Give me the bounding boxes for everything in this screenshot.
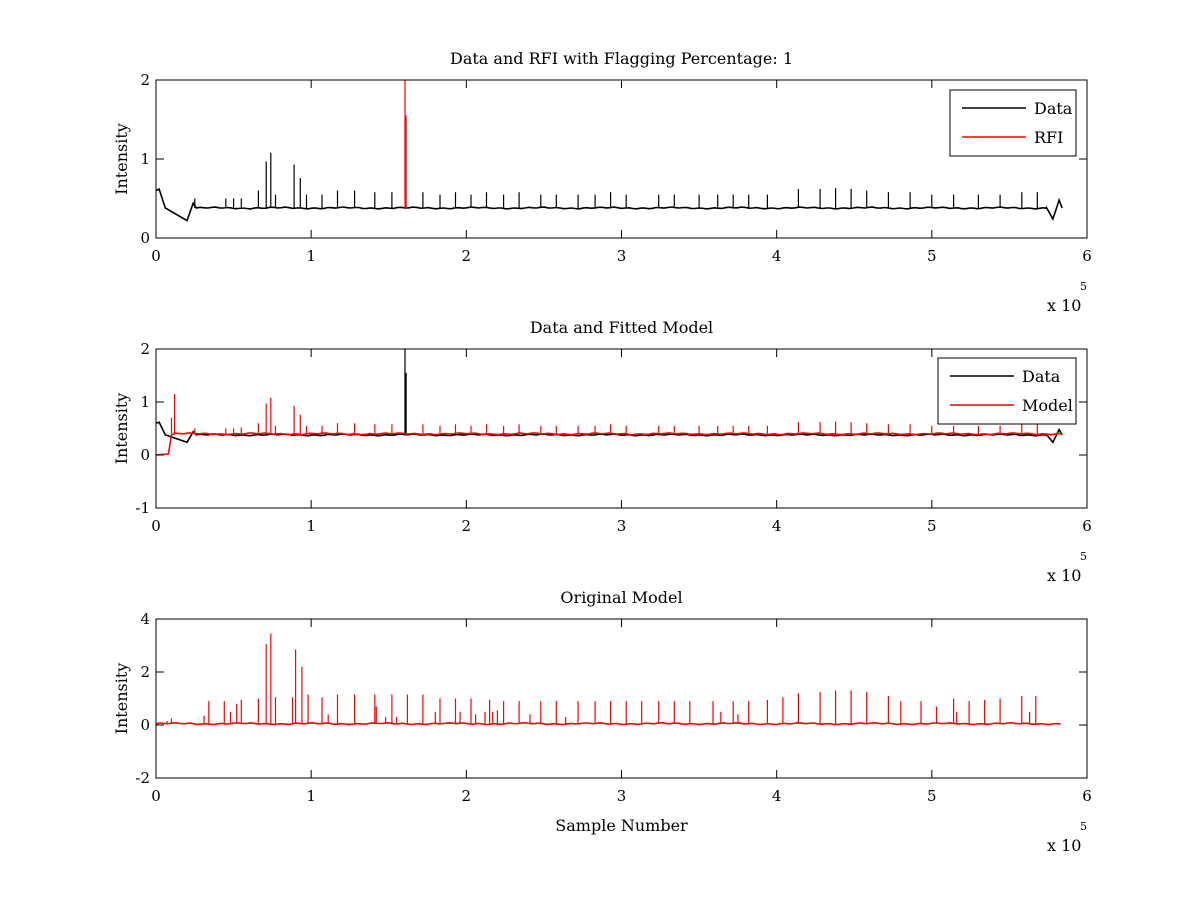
y-axis-label: Intensity [112,123,131,195]
y-tick-label: 0 [140,446,150,464]
x-tick-label: 0 [151,517,161,535]
x-tick-label: 5 [927,247,937,265]
y-tick-label: 0 [140,716,150,734]
x-tick-label: 1 [306,517,316,535]
x-tick-label: 2 [462,517,472,535]
x-tick-label: 3 [617,517,627,535]
legend: Data Model [937,357,1077,425]
series-model-trace-3 [155,633,1061,726]
x-tick-label: 2 [462,247,472,265]
legend-box [949,89,1077,157]
x-tick-label: 3 [617,247,627,265]
series-baseline [155,421,1063,444]
x-tick-label: 0 [151,247,161,265]
legend-label: Model [1022,396,1073,415]
y-axis-label: Intensity [112,663,131,735]
legend-label: Data [1022,367,1061,386]
x-axis-label: Sample Number [555,816,688,835]
x-exponent-base: x 10 [1047,566,1081,585]
legend-box [937,357,1077,425]
x-exponent-base: x 10 [1047,296,1081,315]
y-tick-label: 1 [140,393,150,411]
x-exponent-power: 5 [1080,820,1087,833]
y-tick-label: 4 [140,610,150,628]
series-data-2 [155,349,1063,444]
x-tick-label: 6 [1082,787,1092,805]
x-tick-label: 1 [306,787,316,805]
y-tick-label: -1 [135,499,150,517]
series-model-2 [155,394,1063,456]
x-exponent-base: x 10 [1047,836,1081,855]
x-tick-label: 6 [1082,517,1092,535]
subplot-title: Data and Fitted Model [530,318,713,337]
y-tick-label: 1 [140,150,150,168]
axes-box [155,79,1088,239]
legend-label: Data [1034,99,1073,118]
x-tick-label: 6 [1082,247,1092,265]
series-rfi-1 [404,80,407,208]
x-tick-label: 5 [927,517,937,535]
x-tick-label: 3 [617,787,627,805]
x-tick-label: 1 [306,247,316,265]
x-exponent-power: 5 [1080,550,1087,563]
series-baseline [155,721,1061,726]
x-tick-label: 4 [772,247,782,265]
series-data-1 [155,152,1063,222]
x-tick-label: 4 [772,787,782,805]
x-exponent-power: 5 [1080,280,1087,293]
y-tick-label: -2 [135,769,150,787]
legend-label: RFI [1034,128,1063,147]
x-tick-label: 4 [772,517,782,535]
y-tick-label: 2 [140,340,150,358]
subplot-title: Original Model [560,588,682,607]
series-baseline [155,187,1063,222]
x-tick-label: 2 [462,787,472,805]
x-tick-label: 0 [151,787,161,805]
y-tick-label: 0 [140,229,150,247]
subplot-title: Data and RFI with Flagging Percentage: 1 [450,49,793,68]
y-tick-label: 2 [140,663,150,681]
legend: Data RFI [949,89,1077,157]
y-tick-label: 2 [140,71,150,89]
y-axis-label: Intensity [112,393,131,465]
series-baseline [155,432,1063,456]
x-tick-label: 5 [927,787,937,805]
subplot-1: 0 1 2 3 4 5 6 0 1 2 x 10 5 Data and RFI with Flaggin… [112,49,1092,315]
